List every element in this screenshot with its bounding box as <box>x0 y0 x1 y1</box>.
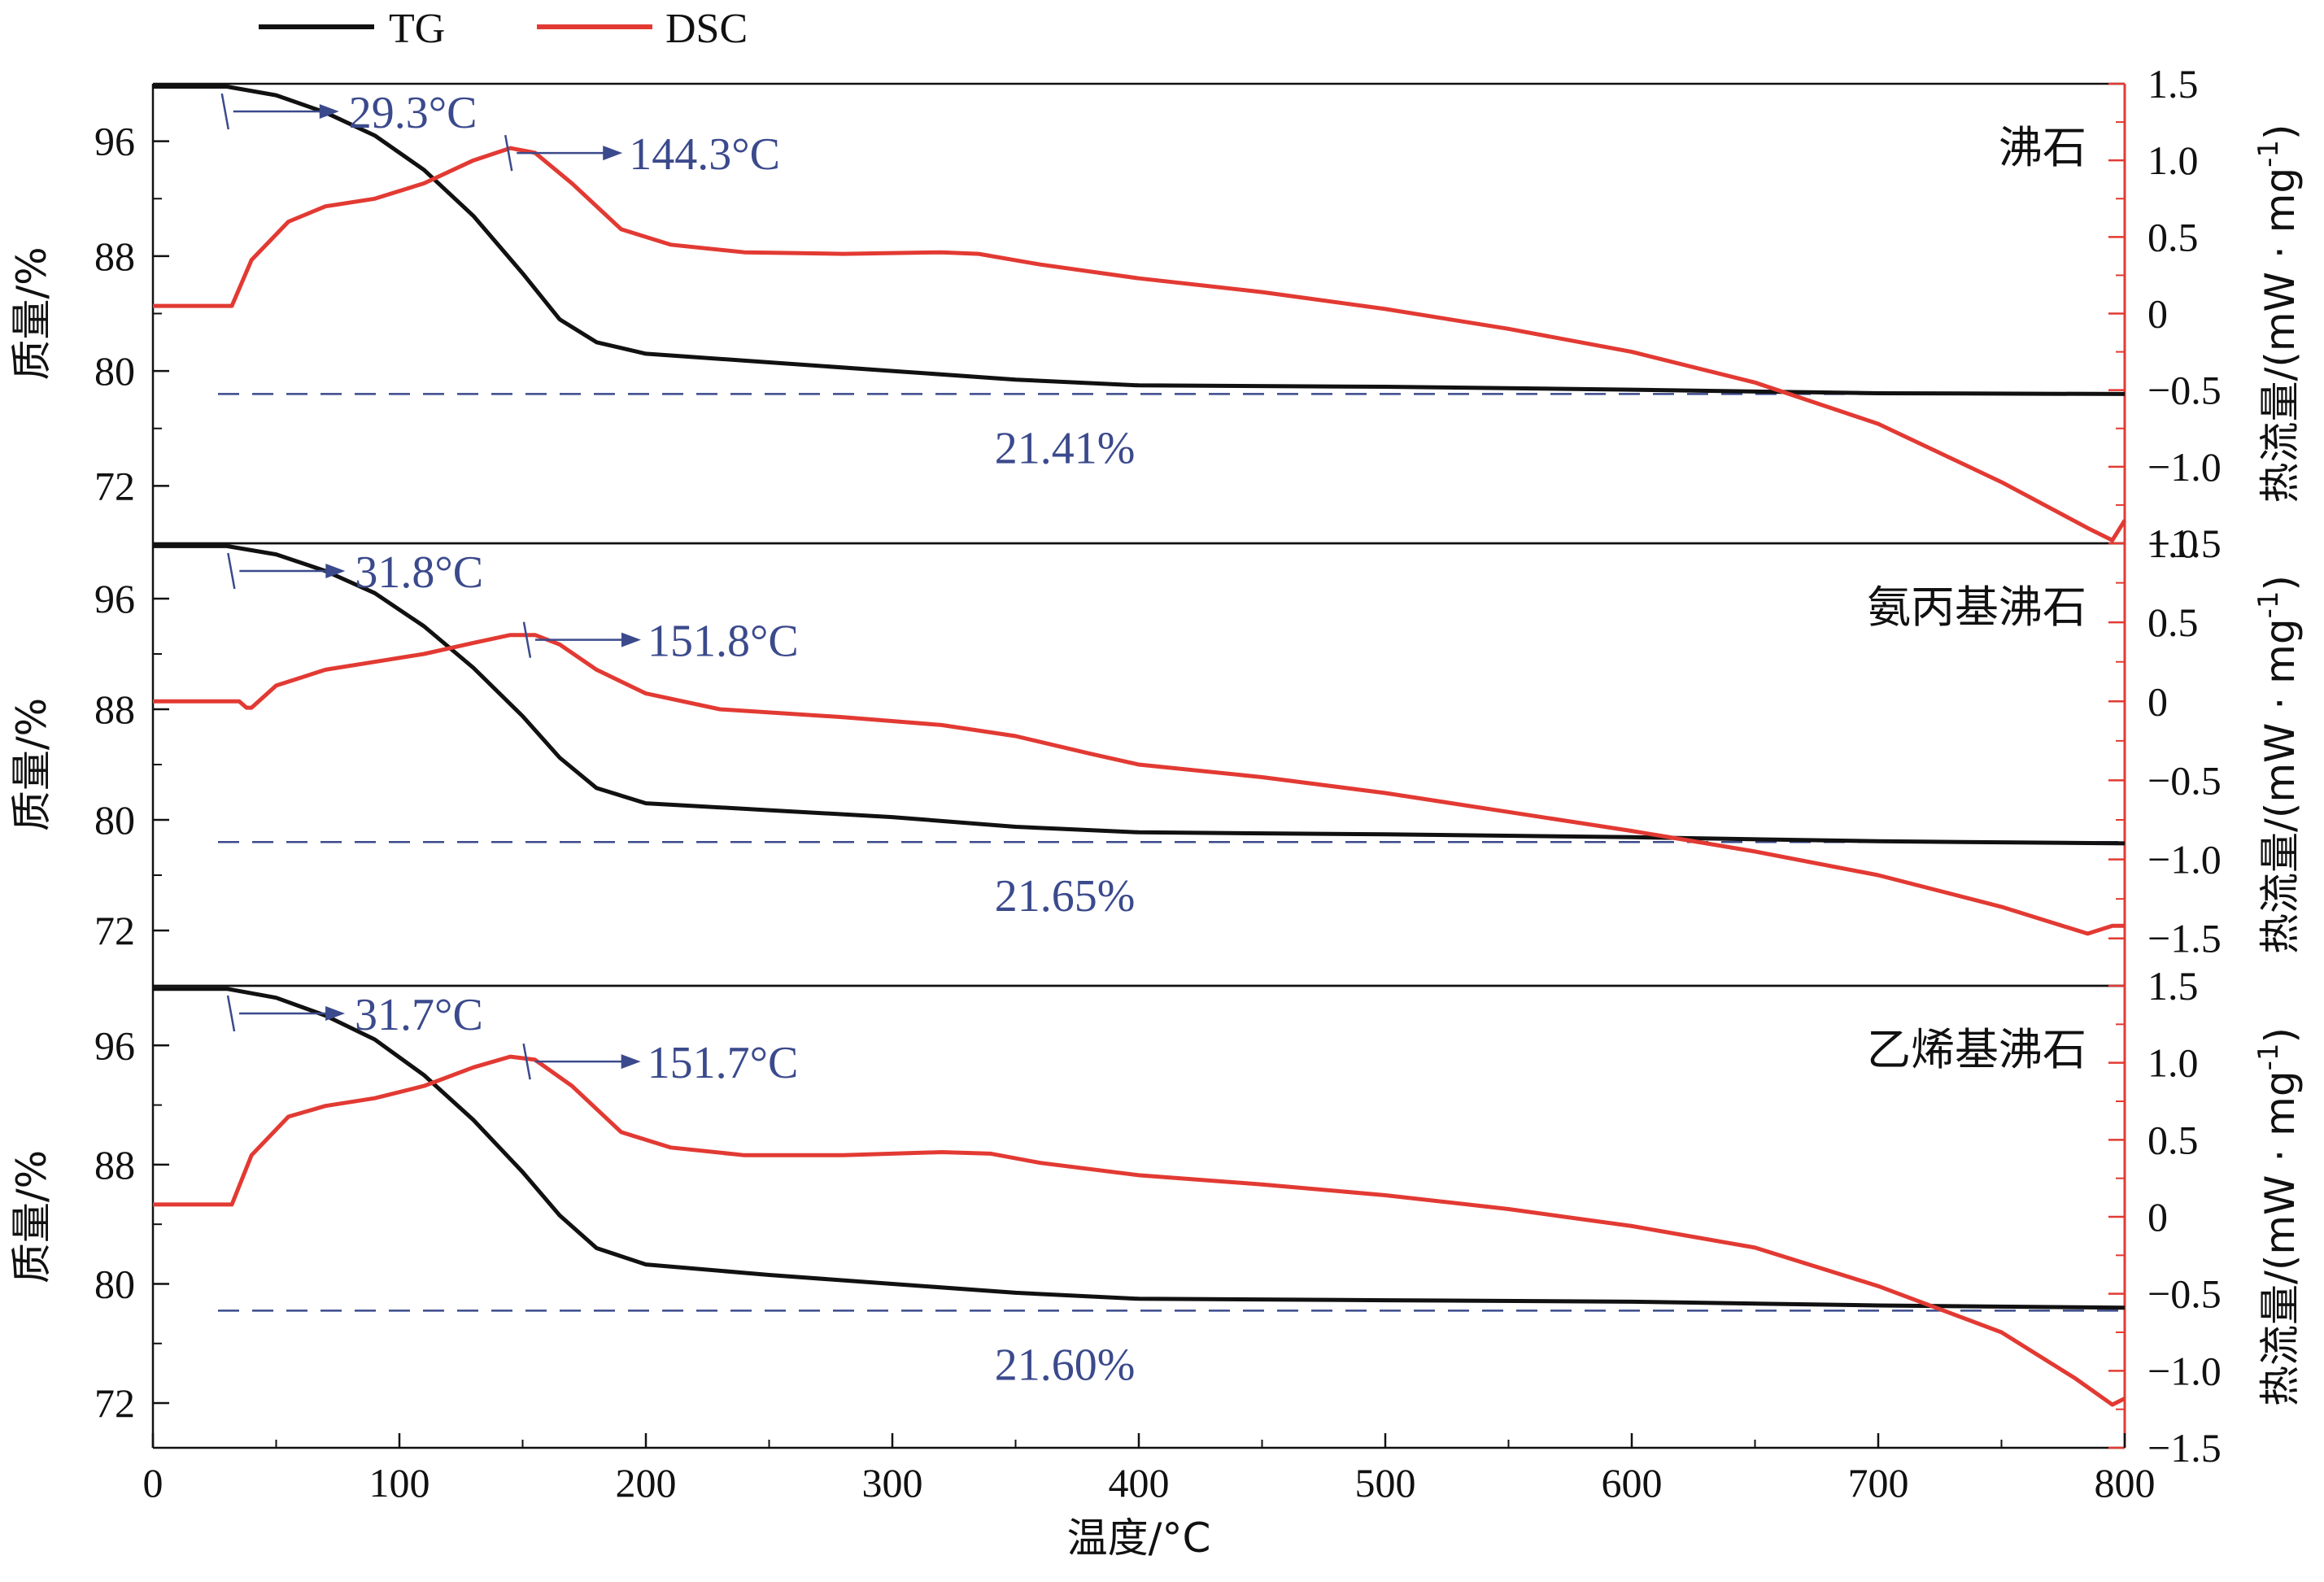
right-axis-title-main: 热流量/(mW · mg <box>2256 618 2304 954</box>
onset-arrowhead <box>319 104 339 119</box>
tg-curve <box>153 543 2126 846</box>
tg-tick-label: 96 <box>94 119 135 164</box>
onset-arrowhead <box>325 1006 346 1021</box>
legend: TG DSC <box>259 6 748 52</box>
x-tick-label: 700 <box>1848 1460 1909 1506</box>
panel-label: 氨丙基沸石 <box>1867 582 2086 633</box>
x-tick-label: 200 <box>616 1460 677 1506</box>
x-tick-label: 500 <box>1355 1460 1416 1506</box>
dsc-tick-label: −0.5 <box>2147 757 2222 803</box>
x-tick-label: 0 <box>143 1460 164 1506</box>
tg-curve <box>153 85 2126 396</box>
dsc-tick-label: −1.0 <box>2147 837 2222 883</box>
dsc-tick-label: 1.0 <box>2147 137 2199 183</box>
dsc-tick-label: −1.5 <box>2147 521 2222 566</box>
x-tick-label: 400 <box>1109 1460 1170 1506</box>
left-axis-title: 质量/% <box>8 246 55 380</box>
dsc-curve <box>153 633 2125 936</box>
peak-marker <box>522 1043 531 1080</box>
panel-label: 沸石 <box>1999 122 2086 173</box>
right-axis-title-close: ) <box>2256 575 2304 591</box>
tg-tick-label: 96 <box>94 1022 135 1068</box>
x-tick-label: 800 <box>2095 1460 2156 1506</box>
onset-label: 31.7°C <box>355 990 483 1040</box>
dsc-tick-label: −1.0 <box>2147 444 2222 490</box>
right-axis-title-close: ) <box>2256 1027 2304 1044</box>
peak-label: 151.8°C <box>647 617 799 667</box>
tg-tick-label: 72 <box>94 1380 135 1426</box>
peak-label: 144.3°C <box>629 129 780 180</box>
dsc-tick-label: −1.0 <box>2147 1348 2222 1393</box>
mass-loss-label: 21.60% <box>995 1340 1136 1390</box>
mass-loss-label: 21.65% <box>995 871 1136 922</box>
legend-dsc-label: DSC <box>665 6 748 52</box>
peak-label: 151.7°C <box>647 1038 799 1088</box>
tg-tick-label: 72 <box>94 908 135 953</box>
right-axis-title-sup: -1 <box>2252 591 2285 618</box>
right-axis-title: 热流量/(mW · mg-1) <box>2252 124 2304 503</box>
dsc-tick-label: 0.5 <box>2147 1117 2199 1162</box>
right-axis-title-sup: -1 <box>2252 1043 2285 1070</box>
tg-tick-label: 72 <box>94 463 135 508</box>
onset-arrowhead <box>325 564 346 578</box>
tg-curve <box>153 987 2126 1310</box>
dsc-curve <box>153 1054 2126 1407</box>
tg-tick-label: 80 <box>94 348 135 394</box>
onset-label: 31.8°C <box>355 547 483 598</box>
peak-arrowhead <box>621 1054 641 1070</box>
right-axis-title-main: 热流量/(mW · mg <box>2256 168 2304 503</box>
right-axis-title: 热流量/(mW · mg-1) <box>2252 575 2304 954</box>
tg-tick-label: 96 <box>94 576 135 621</box>
tg-tick-label: 88 <box>94 233 135 279</box>
mass-loss-label: 21.41% <box>995 423 1136 473</box>
x-tick-label: 100 <box>369 1460 430 1506</box>
dsc-tick-label: 1.0 <box>2147 1040 2199 1086</box>
dsc-tick-label: 1.0 <box>2147 521 2199 566</box>
x-axis-title: 温度/°C <box>1067 1514 1211 1562</box>
panel-label: 乙烯基沸石 <box>1867 1024 2086 1075</box>
tg-tick-label: 88 <box>94 686 135 732</box>
dsc-tick-label: −0.5 <box>2147 368 2222 413</box>
right-axis-title: 热流量/(mW · mg-1) <box>2252 1027 2304 1406</box>
x-tick-label: 600 <box>1602 1460 1663 1506</box>
legend-tg-label: TG <box>389 6 445 52</box>
dsc-tick-label: −1.5 <box>2147 916 2222 961</box>
onset-marker <box>226 995 236 1032</box>
x-tick-label: 300 <box>862 1460 923 1506</box>
panel-1: 72 80 88 96 −1.5 −1.0 −0.5 0 0.5 1.0 1.5 21.41% 29.3… <box>8 61 2304 566</box>
dsc-tick-label: 0 <box>2147 678 2168 724</box>
left-axis-title: 质量/% <box>8 1150 55 1283</box>
onset-marker <box>227 552 236 590</box>
peak-marker <box>522 621 532 658</box>
dsc-tick-label: −0.5 <box>2147 1271 2222 1317</box>
peak-arrowhead <box>621 632 641 647</box>
tg-tick-label: 88 <box>94 1142 135 1188</box>
panel-3: 72 80 88 96 −1.5 −1.0 −0.5 0 0.5 1.0 1.5 21.60% 31.7… <box>8 963 2304 1471</box>
dsc-tick-label: −1.5 <box>2147 1425 2222 1471</box>
left-axis-title: 质量/% <box>8 698 55 831</box>
panels: 72 80 88 96 −1.5 −1.0 −0.5 0 0.5 1.0 1.5 21.41% 29.3… <box>8 61 2304 1471</box>
right-axis-title-close: ) <box>2256 124 2304 140</box>
peak-arrowhead <box>603 146 623 161</box>
tg-tick-label: 80 <box>94 797 135 843</box>
dsc-tick-label: 1.5 <box>2147 963 2199 1009</box>
dsc-tick-label: 0.5 <box>2147 214 2199 259</box>
onset-marker <box>220 93 230 130</box>
dsc-tick-label: 0.5 <box>2147 599 2199 645</box>
x-axis: 0 100 200 300 400 500 600 700 800 温度/°C <box>143 1433 2156 1562</box>
dsc-curve <box>153 146 2127 543</box>
right-axis-title-sup: -1 <box>2252 140 2285 168</box>
peak-marker <box>504 134 513 172</box>
right-axis-title-main: 热流量/(mW · mg <box>2256 1070 2304 1406</box>
tg-tick-label: 80 <box>94 1261 135 1306</box>
dsc-tick-label: 0 <box>2147 1194 2168 1240</box>
dsc-tick-label: 1.5 <box>2147 61 2199 107</box>
onset-label: 29.3°C <box>349 88 477 138</box>
panel-2: 72 80 88 96 −1.5 −1.0 −0.5 0 0.5 1.0 21.65% 31.8°C 1… <box>8 521 2304 987</box>
dsc-tick-label: 0 <box>2147 291 2168 337</box>
